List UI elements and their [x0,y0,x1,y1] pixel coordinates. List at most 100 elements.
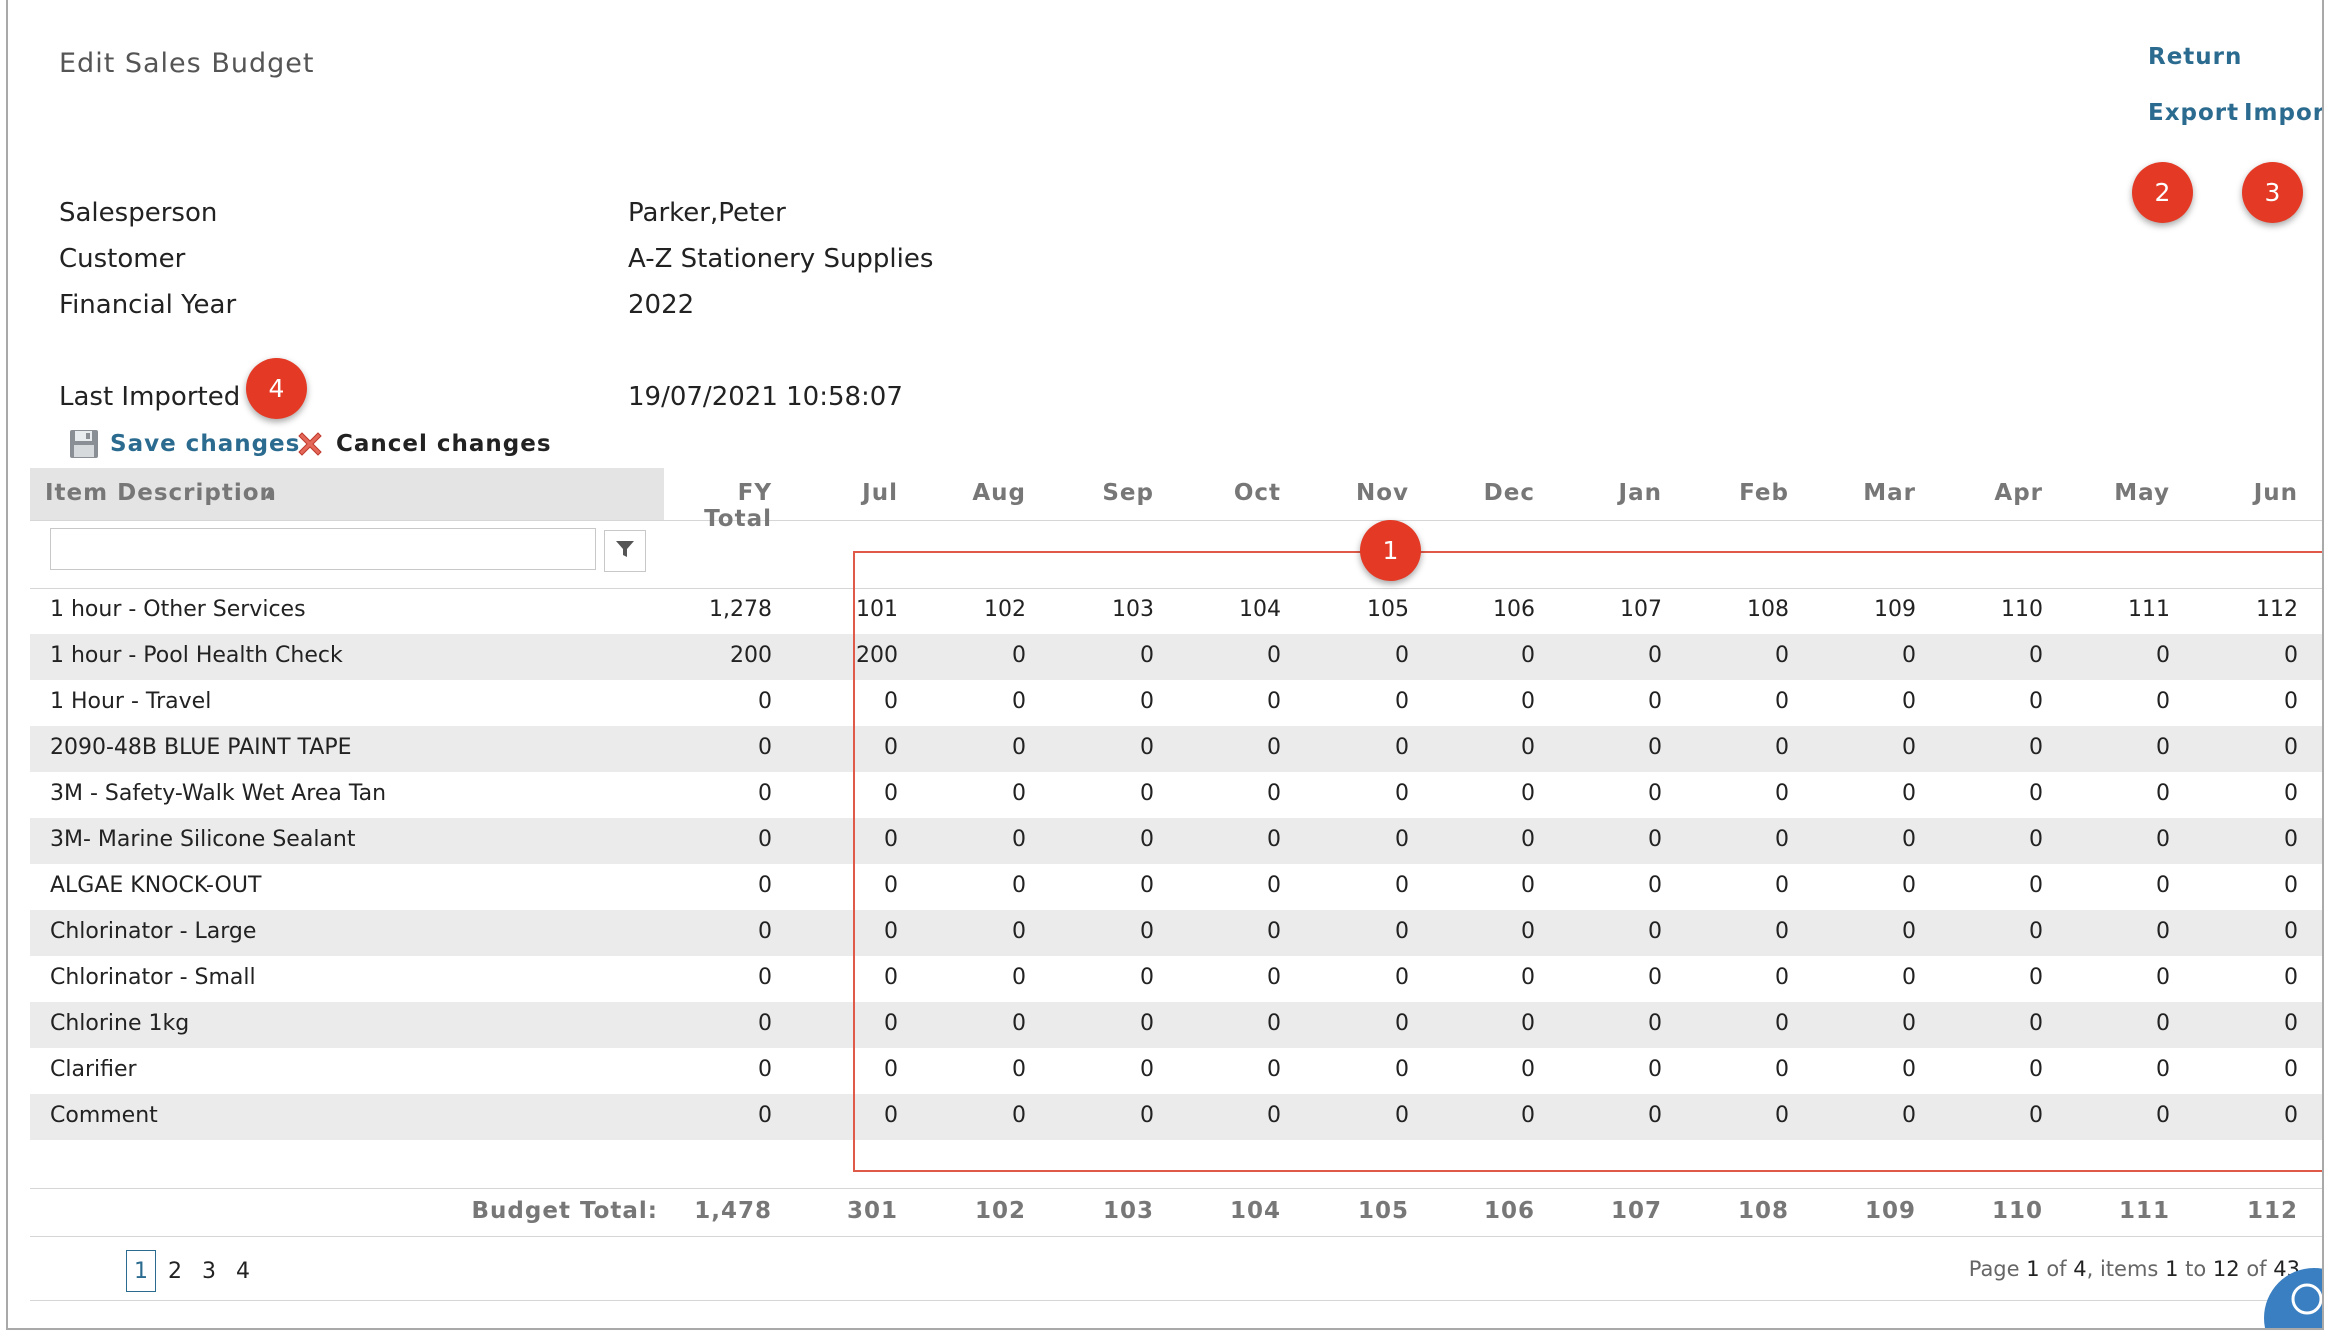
month-value-cell[interactable]: 0 [1267,1103,1281,1128]
month-value-cell[interactable]: 0 [1902,965,1916,990]
month-value-cell[interactable]: 0 [1267,689,1281,714]
month-value-cell[interactable]: 0 [1140,1103,1154,1128]
column-header-aug[interactable]: Aug [972,480,1026,506]
month-value-cell[interactable]: 0 [2284,919,2298,944]
month-value-cell[interactable]: 0 [2284,781,2298,806]
month-value-cell[interactable]: 0 [2156,1057,2170,1082]
month-value-cell[interactable]: 0 [1267,965,1281,990]
month-value-cell[interactable]: 108 [1747,597,1789,622]
month-value-cell[interactable]: 0 [884,735,898,760]
month-value-cell[interactable]: 0 [2029,965,2043,990]
month-value-cell[interactable]: 0 [2156,873,2170,898]
month-value-cell[interactable]: 0 [1648,1011,1662,1036]
month-value-cell[interactable]: 0 [1775,1057,1789,1082]
month-value-cell[interactable]: 0 [1012,1103,1026,1128]
month-value-cell[interactable]: 0 [1012,643,1026,668]
month-value-cell[interactable]: 101 [856,597,898,622]
month-value-cell[interactable]: 0 [1140,643,1154,668]
month-value-cell[interactable]: 0 [1012,1011,1026,1036]
month-value-cell[interactable]: 0 [1395,643,1409,668]
month-value-cell[interactable]: 0 [1521,1011,1535,1036]
month-value-cell[interactable]: 0 [2029,919,2043,944]
month-value-cell[interactable]: 0 [2156,965,2170,990]
month-value-cell[interactable]: 0 [2284,965,2298,990]
month-value-cell[interactable]: 0 [1775,781,1789,806]
return-link[interactable]: Return [2148,44,2243,70]
month-value-cell[interactable]: 0 [884,781,898,806]
month-value-cell[interactable]: 0 [1521,781,1535,806]
month-value-cell[interactable]: 0 [2284,873,2298,898]
month-value-cell[interactable]: 0 [1775,1103,1789,1128]
month-value-cell[interactable]: 0 [884,689,898,714]
month-value-cell[interactable]: 0 [1902,689,1916,714]
month-value-cell[interactable]: 0 [2029,1057,2043,1082]
month-value-cell[interactable]: 0 [1648,1103,1662,1128]
month-value-cell[interactable]: 0 [2156,1103,2170,1128]
month-value-cell[interactable]: 0 [884,873,898,898]
month-value-cell[interactable]: 0 [1775,965,1789,990]
month-value-cell[interactable]: 0 [1775,1011,1789,1036]
table-row[interactable]: 3M - Safety-Walk Wet Area Tan 0 0 0 0 0 0 0 0 0 0 0… [30,772,2322,818]
month-value-cell[interactable]: 0 [2029,735,2043,760]
month-value-cell[interactable]: 0 [884,1011,898,1036]
month-value-cell[interactable]: 0 [884,1103,898,1128]
month-value-cell[interactable]: 0 [1267,781,1281,806]
column-header-jun[interactable]: Jun [2253,480,2298,506]
table-row[interactable]: 1 hour - Pool Health Check 200 200 0 0 0 0 0 0 0 0… [30,634,2322,680]
table-row[interactable]: Chlorine 1kg 0 0 0 0 0 0 0 0 0 0 0 0 0 [30,1002,2322,1048]
month-value-cell[interactable]: 0 [2284,735,2298,760]
month-value-cell[interactable]: 0 [1648,781,1662,806]
month-value-cell[interactable]: 0 [2029,781,2043,806]
month-value-cell[interactable]: 0 [2029,1011,2043,1036]
item-description-filter-input[interactable] [50,528,596,570]
month-value-cell[interactable]: 0 [1902,919,1916,944]
month-value-cell[interactable]: 0 [1902,827,1916,852]
month-value-cell[interactable]: 102 [984,597,1026,622]
column-header-jul[interactable]: Jul [862,480,898,506]
month-value-cell[interactable]: 0 [1395,965,1409,990]
month-value-cell[interactable]: 0 [1012,1057,1026,1082]
month-value-cell[interactable]: 0 [2156,735,2170,760]
month-value-cell[interactable]: 104 [1239,597,1281,622]
month-value-cell[interactable]: 0 [1395,827,1409,852]
import-link[interactable]: Import [2244,100,2324,126]
month-value-cell[interactable]: 0 [1775,643,1789,668]
month-value-cell[interactable]: 0 [2029,873,2043,898]
month-value-cell[interactable]: 0 [2156,827,2170,852]
month-value-cell[interactable]: 0 [1140,1057,1154,1082]
month-value-cell[interactable]: 0 [2156,689,2170,714]
month-value-cell[interactable]: 0 [884,919,898,944]
month-value-cell[interactable]: 0 [1521,965,1535,990]
month-value-cell[interactable]: 0 [1902,1103,1916,1128]
month-value-cell[interactable]: 0 [2284,1057,2298,1082]
month-value-cell[interactable]: 0 [2156,1011,2170,1036]
month-value-cell[interactable]: 0 [2156,643,2170,668]
month-value-cell[interactable]: 0 [1267,1057,1281,1082]
item-description-header[interactable]: Item Description ▲ [30,468,664,520]
month-value-cell[interactable]: 110 [2001,597,2043,622]
table-row[interactable]: Clarifier 0 0 0 0 0 0 0 0 0 0 0 0 0 [30,1048,2322,1094]
month-value-cell[interactable]: 0 [1140,919,1154,944]
month-value-cell[interactable]: 0 [1395,919,1409,944]
month-value-cell[interactable]: 107 [1620,597,1662,622]
month-value-cell[interactable]: 0 [1902,781,1916,806]
column-header-fy-total[interactable]: FY Total [704,480,772,532]
month-value-cell[interactable]: 0 [2029,643,2043,668]
column-header-may[interactable]: May [2114,480,2170,506]
month-value-cell[interactable]: 0 [2284,1011,2298,1036]
month-value-cell[interactable]: 0 [2029,827,2043,852]
month-value-cell[interactable]: 103 [1112,597,1154,622]
month-value-cell[interactable]: 0 [1521,919,1535,944]
month-value-cell[interactable]: 0 [1648,873,1662,898]
month-value-cell[interactable]: 0 [1902,1011,1916,1036]
month-value-cell[interactable]: 0 [884,965,898,990]
month-value-cell[interactable]: 0 [884,1057,898,1082]
month-value-cell[interactable]: 0 [1267,873,1281,898]
month-value-cell[interactable]: 0 [1648,689,1662,714]
month-value-cell[interactable]: 0 [1521,1103,1535,1128]
table-row[interactable]: 1 hour - Other Services 1,278 101 102 103 104… [30,588,2322,634]
month-value-cell[interactable]: 0 [1267,919,1281,944]
column-header-sep[interactable]: Sep [1102,480,1154,506]
column-header-apr[interactable]: Apr [1994,480,2043,506]
month-value-cell[interactable]: 0 [1140,873,1154,898]
